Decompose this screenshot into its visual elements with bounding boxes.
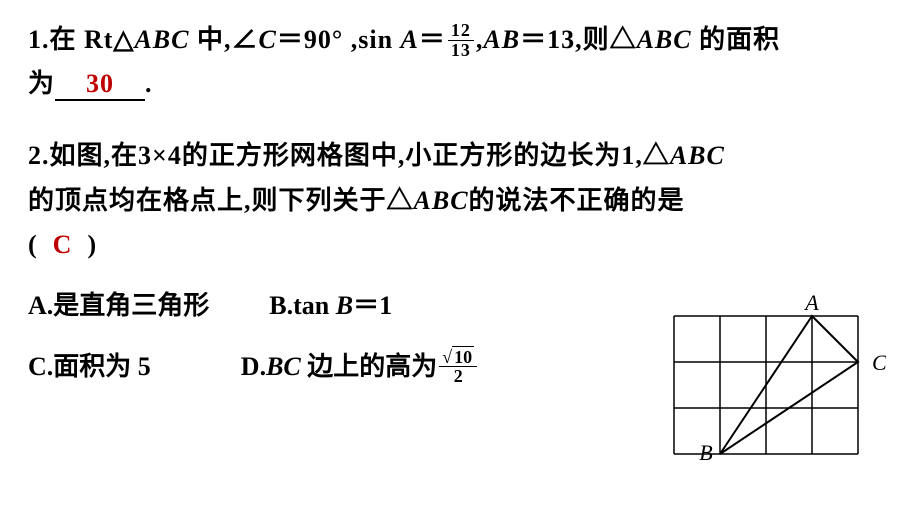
optD-den: 2 bbox=[451, 367, 466, 386]
q1-abc: ABC bbox=[134, 25, 189, 54]
optD-num: √10 bbox=[439, 348, 477, 368]
q2-paren-line: ( C ) bbox=[28, 223, 892, 267]
q2-abc2: ABC bbox=[414, 186, 469, 215]
optD-label: D. bbox=[241, 352, 266, 381]
q2-paren-open: ( bbox=[28, 230, 38, 259]
q2-line1: 2.如图,在3×4的正方形网格图中,小正方形的边长为1,△ABC bbox=[28, 134, 898, 178]
optB-label: B. bbox=[269, 291, 293, 320]
option-A: A.是直角三角形 bbox=[28, 285, 209, 322]
q2-line2: 的顶点均在格点上,则下列关于△ABC的说法不正确的是 bbox=[28, 179, 898, 223]
svg-text:C: C bbox=[872, 350, 886, 375]
q2-prefix: 2. bbox=[28, 141, 50, 170]
q2-answer: C bbox=[53, 230, 73, 259]
q1-t4: ＝13,则△ bbox=[520, 25, 637, 54]
optD-BC: BC bbox=[266, 352, 301, 381]
q1-t1: 在 Rt△ bbox=[50, 25, 135, 54]
q1-line2a: 为 bbox=[28, 69, 55, 98]
svg-text:B: B bbox=[699, 440, 712, 465]
optC-text: 面积为 5 bbox=[53, 352, 151, 381]
grid-svg: A B C bbox=[646, 288, 886, 482]
q1-t5: 的面积 bbox=[692, 25, 781, 54]
option-B: B.tan B＝1 bbox=[269, 285, 392, 322]
q2-paren-close: ) bbox=[87, 230, 97, 259]
q1-frac-num: 12 bbox=[448, 21, 474, 41]
q2-abc: ABC bbox=[670, 141, 725, 170]
q1-abc2: ABC bbox=[637, 25, 692, 54]
q1-t2: 中,∠ bbox=[189, 25, 258, 54]
q1-A: A bbox=[401, 25, 419, 54]
grid-figure: A B C bbox=[646, 288, 886, 487]
optB-B: B bbox=[336, 291, 353, 320]
q1-period: . bbox=[145, 69, 153, 98]
optD-rad: 10 bbox=[452, 346, 474, 367]
q1-t3: ＝90° ,sin bbox=[277, 25, 401, 54]
q1-line2: 为 30. bbox=[28, 62, 892, 106]
q2-t2: 的顶点均在格点上,则下列关于△ bbox=[28, 186, 414, 215]
optD-fraction: √102 bbox=[439, 348, 477, 387]
q1-C: C bbox=[258, 25, 276, 54]
optB-text1: tan bbox=[293, 291, 336, 320]
optC-label: C. bbox=[28, 352, 53, 381]
q1-eq: ＝ bbox=[419, 25, 446, 54]
option-D: D.BC 边上的高为√102 bbox=[241, 346, 479, 388]
optB-text2: ＝1 bbox=[353, 291, 392, 320]
q2-t1: 如图,在3×4的正方形网格图中,小正方形的边长为1,△ bbox=[50, 141, 670, 170]
q2-t3: 的说法不正确的是 bbox=[469, 186, 685, 215]
q1-answer-blank: 30 bbox=[55, 70, 145, 101]
q1-answer: 30 bbox=[86, 69, 114, 98]
optA-label: A. bbox=[28, 291, 53, 320]
optD-text1: 边上的高为 bbox=[301, 352, 438, 381]
option-C: C.面积为 5 bbox=[28, 346, 151, 388]
svg-text:A: A bbox=[803, 290, 819, 315]
q1-frac-den: 13 bbox=[448, 41, 474, 60]
q1-prefix: 1. bbox=[28, 25, 50, 54]
q1-line1: 1.在 Rt△ABC 中,∠C＝90° ,sin A＝1213,AB＝13,则△… bbox=[28, 18, 892, 62]
optA-text: 是直角三角形 bbox=[53, 291, 209, 320]
q1-AB: AB bbox=[483, 25, 520, 54]
q1-fraction: 1213 bbox=[448, 21, 474, 60]
question-1: 1.在 Rt△ABC 中,∠C＝90° ,sin A＝1213,AB＝13,则△… bbox=[28, 18, 892, 106]
